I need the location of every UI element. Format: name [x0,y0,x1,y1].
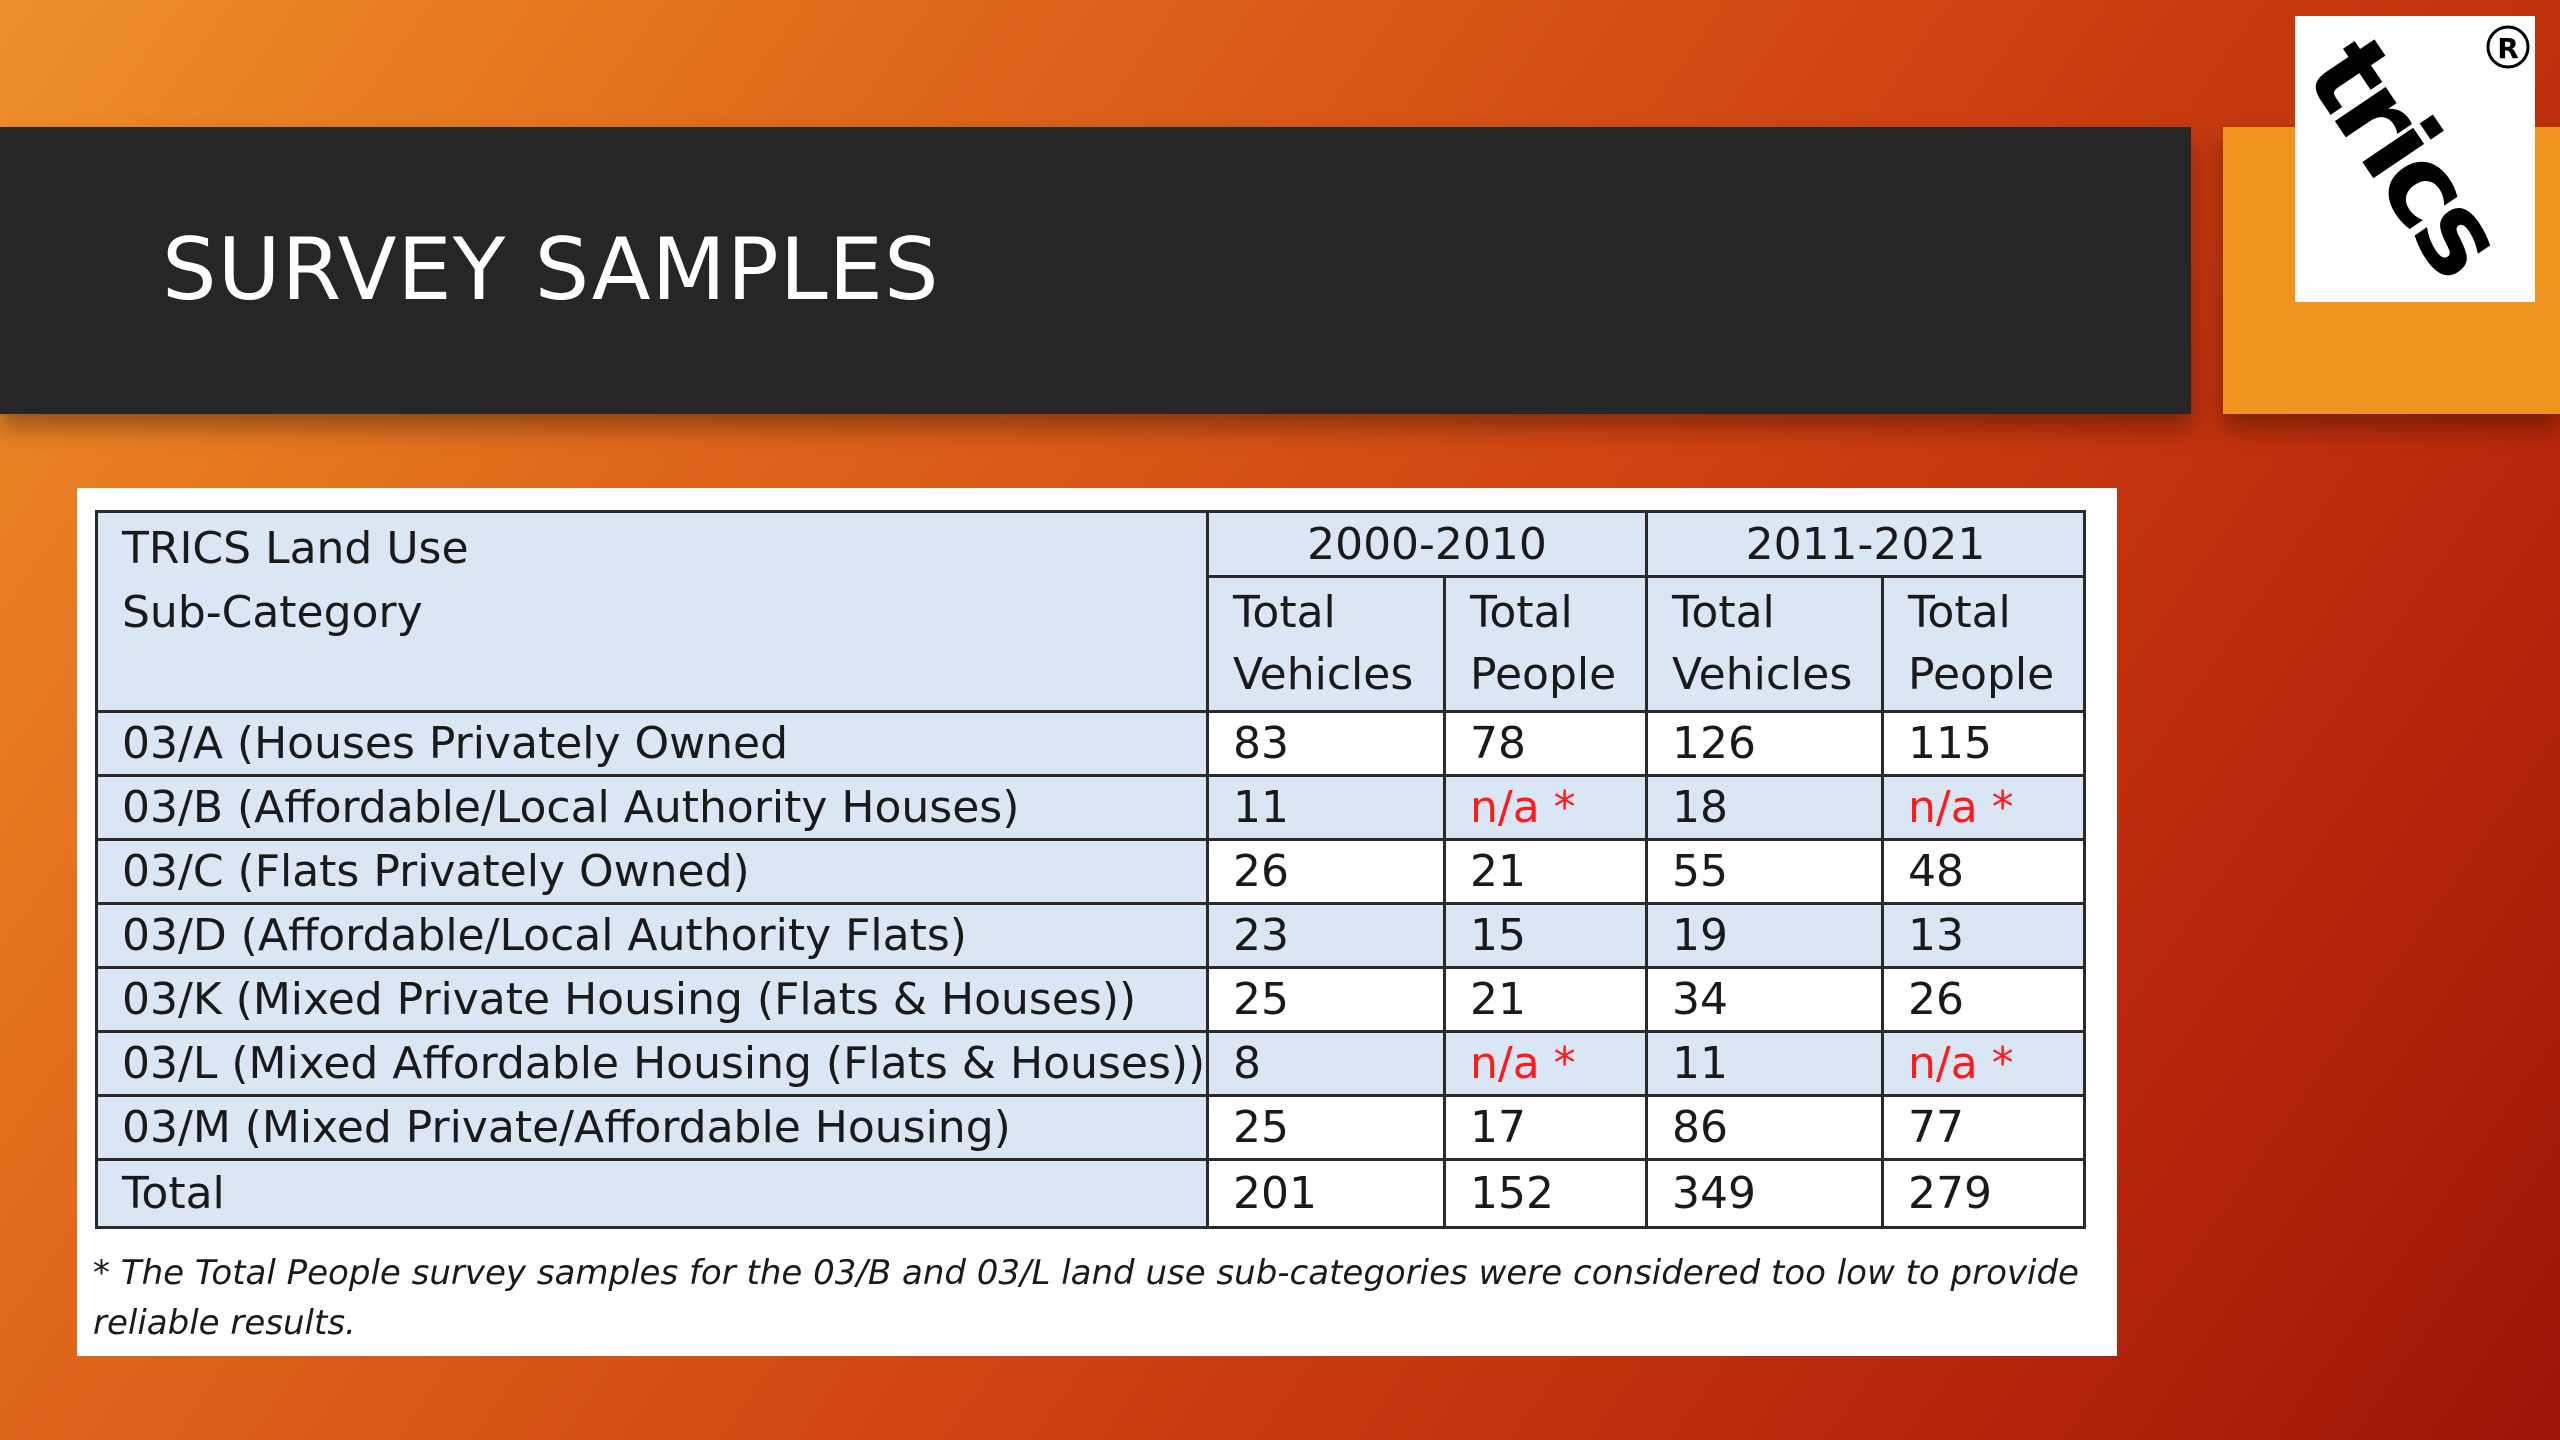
cell-total-people-2000-2010: 152 [1443,1158,1648,1229]
table-row: 03/A (Houses Privately Owned 83 78 126 1… [95,710,2086,777]
cell-vehicles-2000-2010: 26 [1206,838,1446,905]
header-total-vehicles-1: Total Vehicles [1206,575,1446,713]
row-category: 03/C (Flats Privately Owned) [95,838,1209,905]
table-row: 03/K (Mixed Private Housing (Flats & Hou… [95,966,2086,1033]
table-row: 03/L (Mixed Affordable Housing (Flats & … [95,1030,2086,1097]
cell-people-2011-2021: 48 [1881,838,2086,905]
cell-vehicles-2011-2021: 126 [1645,710,1884,777]
cell-total-people-2011-2021: 279 [1881,1158,2086,1229]
cell-vehicles-2000-2010: 25 [1206,966,1446,1033]
table-row: 03/M (Mixed Private/Affordable Housing) … [95,1094,2086,1161]
cell-vehicles-2011-2021: 19 [1645,902,1884,969]
cell-total-vehicles-2011-2021: 349 [1645,1158,1884,1229]
cell-people-2011-2021: 13 [1881,902,2086,969]
cell-people-2000-2010: 21 [1443,838,1648,905]
table-row: 03/B (Affordable/Local Authority Houses)… [95,774,2086,841]
table-card: TRICS Land Use Sub-Category 2000-2010 201… [77,488,2117,1356]
cell-people-2011-2021: 115 [1881,710,2086,777]
slide-title: SURVEY SAMPLES [162,220,940,320]
table-header-row-measures: Total Vehicles Total People Total Vehicles … [97,575,2086,713]
cell-vehicles-2000-2010: 25 [1206,1094,1446,1161]
header-text: Vehicles [1672,649,1853,700]
header-period-2011-2021: 2011-2021 [1645,510,2086,578]
cell-people-2011-2021: n/a * [1881,1030,2086,1097]
row-category: 03/A (Houses Privately Owned [95,710,1209,777]
header-text: Total [1908,587,2011,638]
header-category-line-1: TRICS Land Use [122,523,469,574]
header-text: People [1908,649,2055,700]
header-category-line-2: Sub-Category [122,587,423,638]
row-category: 03/M (Mixed Private/Affordable Housing) [95,1094,1209,1161]
registered-mark-circle [2486,25,2530,69]
header-period-2000-2010: 2000-2010 [1206,510,1648,578]
row-category: 03/B (Affordable/Local Authority Houses) [95,774,1209,841]
cell-people-2000-2010: 21 [1443,966,1648,1033]
registered-mark-letter: R [2497,32,2519,65]
cell-vehicles-2000-2010: 8 [1206,1030,1446,1097]
table-row-total: Total 201 152 349 279 [95,1158,2086,1229]
cell-people-2011-2021: 77 [1881,1094,2086,1161]
cell-people-2000-2010: 17 [1443,1094,1648,1161]
trics-logo-wordmark: trics [2295,16,2529,297]
cell-vehicles-2000-2010: 83 [1206,710,1446,777]
cell-people-2011-2021: n/a * [1881,774,2086,841]
header-category: TRICS Land Use Sub-Category [95,510,1209,713]
table-header-row-periods: TRICS Land Use Sub-Category 2000-2010 201… [95,510,2086,713]
header-text: Total [1470,587,1573,638]
row-category: 03/L (Mixed Affordable Housing (Flats & … [95,1030,1209,1097]
table-row: 03/C (Flats Privately Owned) 26 21 55 48 [95,838,2086,905]
table-row: 03/D (Affordable/Local Authority Flats) … [95,902,2086,969]
cell-total-vehicles-2000-2010: 201 [1206,1158,1446,1229]
header-text: People [1470,649,1617,700]
cell-vehicles-2011-2021: 55 [1645,838,1884,905]
cell-vehicles-2011-2021: 34 [1645,966,1884,1033]
row-category: 03/D (Affordable/Local Authority Flats) [95,902,1209,969]
cell-vehicles-2000-2010: 23 [1206,902,1446,969]
row-category-total: Total [95,1158,1209,1229]
cell-vehicles-2011-2021: 86 [1645,1094,1884,1161]
header-text: Vehicles [1233,649,1414,700]
survey-samples-table: TRICS Land Use Sub-Category 2000-2010 201… [95,510,2086,1229]
table-footnote: * The Total People survey samples for th… [93,1253,2079,1343]
cell-vehicles-2011-2021: 11 [1645,1030,1884,1097]
header-text: Total [1233,587,1336,638]
trics-logo-graphic: trics R [2295,16,2530,298]
header-total-people-1: Total People [1443,575,1648,713]
cell-people-2011-2021: 26 [1881,966,2086,1033]
cell-vehicles-2000-2010: 11 [1206,774,1446,841]
trics-logo: trics R [2295,16,2535,302]
header-total-people-2: Total People [1881,575,2086,713]
cell-people-2000-2010: 15 [1443,902,1648,969]
row-category: 03/K (Mixed Private Housing (Flats & Hou… [95,966,1209,1033]
cell-vehicles-2011-2021: 18 [1645,774,1884,841]
cell-people-2000-2010: n/a * [1443,1030,1648,1097]
cell-people-2000-2010: 78 [1443,710,1648,777]
header-total-vehicles-2: Total Vehicles [1645,575,1884,713]
header-text: Total [1672,587,1775,638]
title-band: SURVEY SAMPLES [0,127,2191,414]
cell-people-2000-2010: n/a * [1443,774,1648,841]
